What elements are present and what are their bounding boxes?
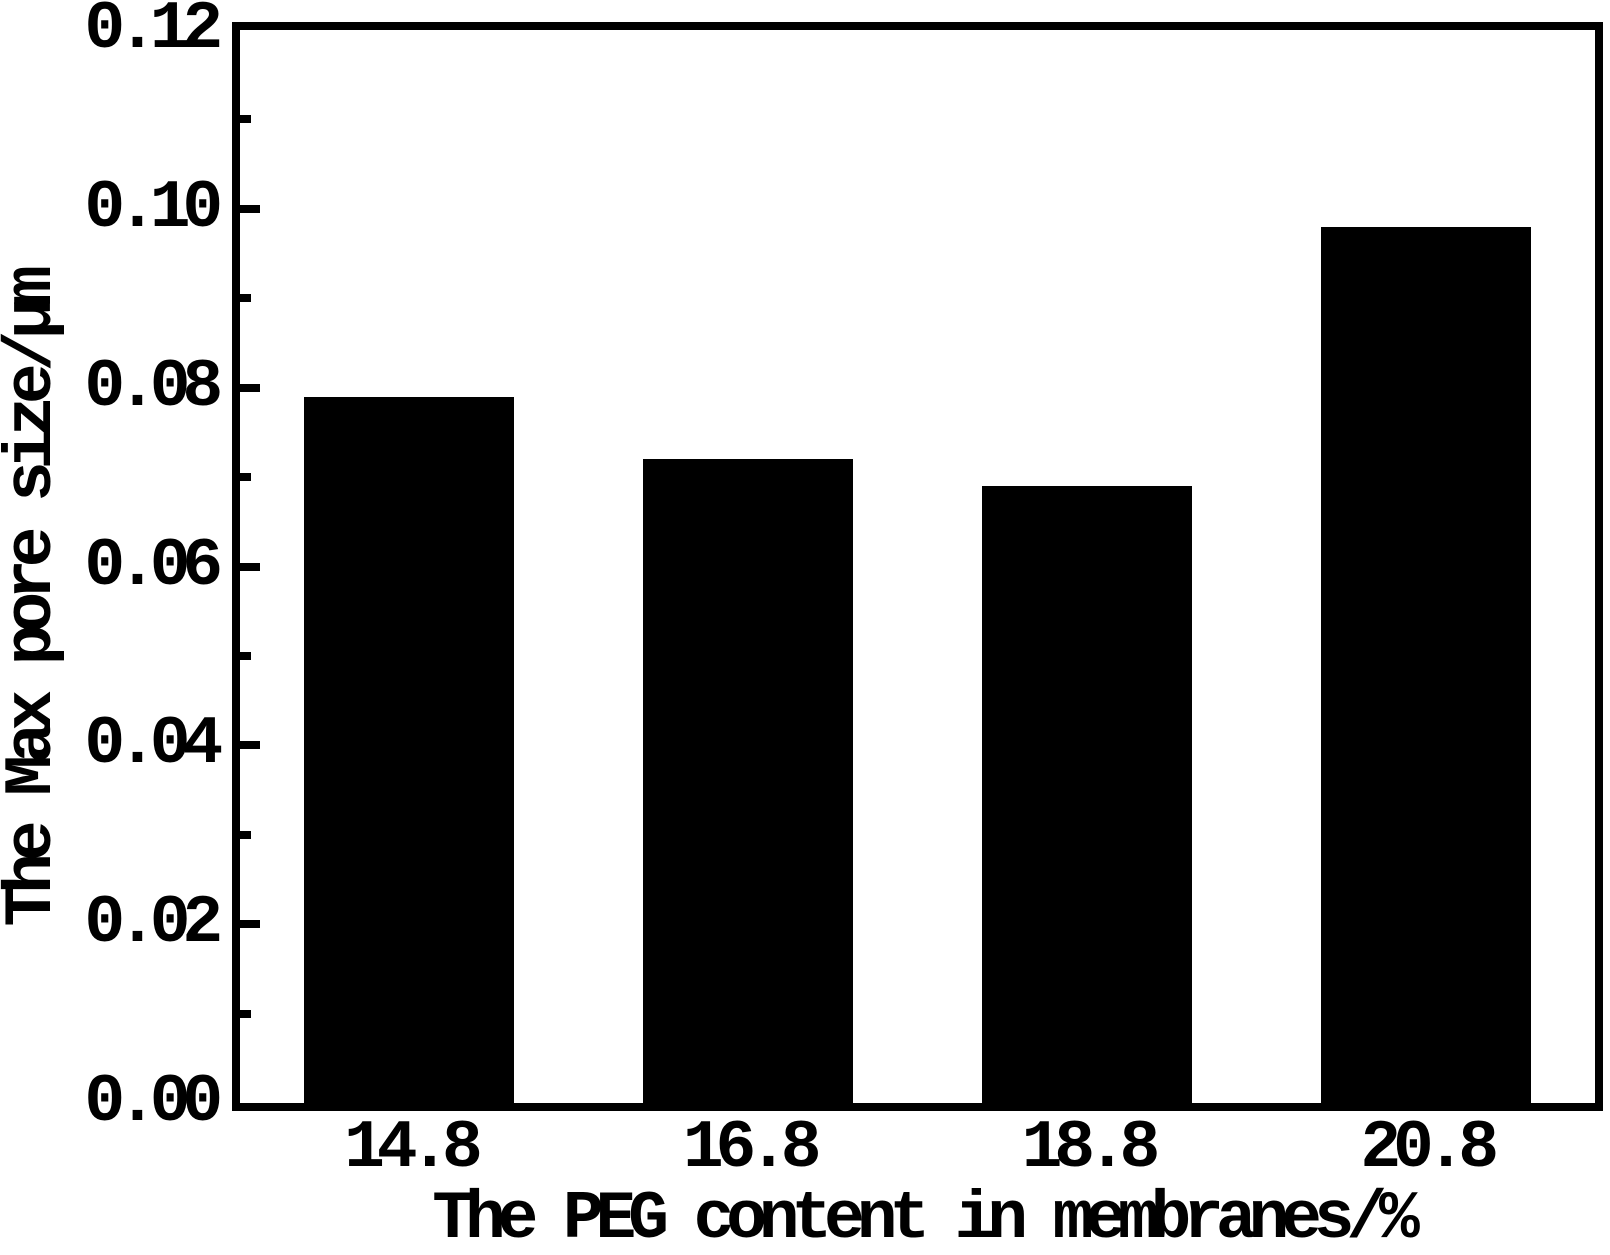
- y-axis-minor-tick: [240, 651, 251, 660]
- y-tick-label: 0.08: [84, 348, 223, 426]
- x-tick-label: 16.8: [682, 1110, 822, 1187]
- y-tick-label: 0.06: [84, 527, 223, 605]
- y-axis-minor-tick: [240, 830, 251, 839]
- y-tick-label: 0.04: [84, 706, 223, 784]
- bar: [643, 459, 854, 1103]
- y-axis-minor-tick: [240, 115, 251, 124]
- x-axis-title: The PEG content in membranes/%: [432, 1181, 1420, 1255]
- y-axis-major-tick: [240, 920, 260, 929]
- y-tick-label: 0.10: [84, 169, 223, 247]
- y-tick-label: 0.02: [84, 885, 223, 963]
- y-axis-major-tick: [240, 204, 260, 213]
- x-tick-label: 20.8: [1360, 1110, 1499, 1187]
- y-axis-title: The Max pore size/μm: [0, 273, 71, 927]
- bar: [304, 396, 515, 1103]
- y-axis-minor-tick: [240, 473, 251, 482]
- y-axis-major-tick: [240, 741, 260, 750]
- x-tick-label: 18.8: [1021, 1110, 1161, 1187]
- y-axis-major-tick: [240, 562, 260, 571]
- plot-area: [232, 22, 1603, 1111]
- y-axis-major-tick: [240, 383, 260, 392]
- y-tick-label: 0.12: [84, 0, 223, 68]
- bar: [981, 486, 1192, 1103]
- x-tick-label: 14.8: [344, 1110, 483, 1187]
- y-axis-minor-tick: [240, 294, 251, 303]
- bar: [1320, 226, 1531, 1103]
- y-tick-label: 0.00: [84, 1064, 223, 1141]
- y-axis-minor-tick: [240, 1009, 251, 1018]
